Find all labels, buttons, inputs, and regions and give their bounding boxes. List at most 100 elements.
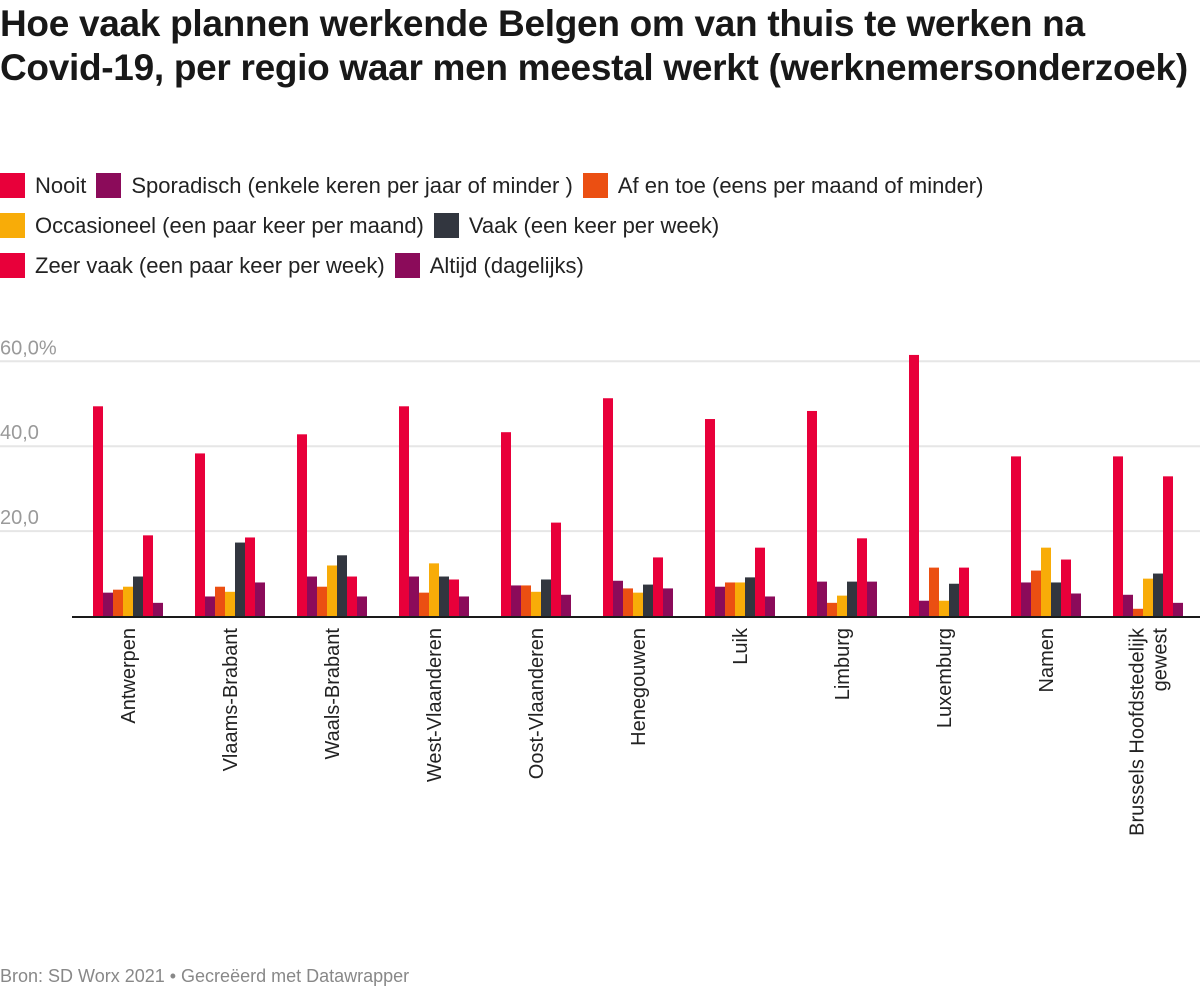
bar [837,595,847,616]
bar [103,592,113,616]
bar [419,592,429,616]
legend-item: Vaak (een keer per week) [433,208,719,243]
bar [113,589,123,616]
x-tick-label: gewest [1150,628,1172,692]
bar [245,537,255,616]
bar [1153,573,1163,616]
bar [929,567,939,616]
x-tick-label: Waals-Brabant [322,628,344,760]
bar [541,579,551,616]
bar [949,583,959,616]
legend-swatch [394,253,420,278]
bar [1031,570,1041,616]
legend-item: Nooit [0,168,86,203]
chart-title: Hoe vaak plannen werkende Belgen om van … [0,3,1188,88]
legend-label: Nooit [35,173,87,198]
x-tick-label: Luik [730,627,752,665]
bar [521,585,531,616]
legend-label: Zeer vaak (een paar keer per week) [35,253,385,278]
bar [1051,582,1061,616]
bar [1163,476,1173,616]
bar [939,600,949,616]
bar [235,542,245,616]
bar [807,410,817,616]
bar [705,419,715,616]
bar [357,596,367,616]
bar [449,579,459,616]
bar [297,434,307,616]
bar [909,354,919,616]
x-tick-label: Namen [1036,628,1058,692]
bar [755,547,765,616]
bar [857,538,867,616]
y-tick-label: 20,0 [0,507,39,529]
legend: Nooit Sporadisch (enkele keren per jaar o… [0,168,1190,288]
legend-swatch [0,253,25,278]
bar [643,584,653,616]
bar [919,600,929,616]
bar [93,406,103,616]
bar [1133,608,1143,616]
bar [867,581,877,616]
bar [735,582,745,616]
bar [143,535,153,616]
legend-swatch [0,213,25,238]
bar [1061,559,1071,616]
bar [745,577,755,616]
bar [439,576,449,616]
bar [1143,578,1153,616]
bar [153,602,163,616]
bar [765,596,775,616]
bar [205,596,215,616]
bar [409,576,419,616]
bar [1173,602,1183,616]
legend-label: Af en toe (eens per maand of minder) [617,173,984,198]
legend-swatch [96,173,122,198]
bar [133,576,143,616]
x-tick-label: West-Vlaanderen [424,628,446,782]
bar [1071,593,1081,616]
y-tick-label: 40,0 [0,422,39,444]
bar [399,406,409,616]
bar [327,565,337,616]
legend-swatch [582,173,608,198]
bar [1041,547,1051,616]
bar [847,581,857,616]
bar [613,580,623,616]
bar [531,591,541,616]
x-tick-label: Henegouwen [628,628,650,746]
x-tick-label: Brussels Hoofdstedelijk [1127,627,1149,836]
legend-swatch [433,213,459,238]
bar [215,586,225,616]
x-tick-label: Antwerpen [118,628,140,724]
bar [561,594,571,616]
bar [255,582,265,616]
bar [1123,594,1133,616]
bar [817,581,827,616]
legend-item: Occasioneel (een paar keer per maand) [0,208,424,243]
bar [123,586,133,616]
bar [1021,582,1031,616]
legend-item: Altijd (dagelijks) [394,248,584,283]
bar [307,576,317,616]
legend-label: Altijd (dagelijks) [429,253,584,278]
bar [317,586,327,616]
bar [653,557,663,616]
bar [225,591,235,616]
x-tick-label: Luxemburg [934,628,956,728]
bar [511,585,521,616]
bar [459,596,469,616]
bar [195,453,205,616]
bar [725,582,735,616]
bar [551,522,561,616]
legend-label: Occasioneel (een paar keer per maand) [35,213,424,238]
bar [429,563,439,616]
bar [633,592,643,616]
legend-item: Sporadisch (enkele keren per jaar of min… [96,168,573,203]
footer-source: Bron: SD Worx 2021 • Gecreëerd met Dataw… [0,966,410,986]
bar [623,588,633,616]
bar [715,586,725,616]
bar [663,588,673,616]
x-tick-label: Limburg [832,628,854,700]
